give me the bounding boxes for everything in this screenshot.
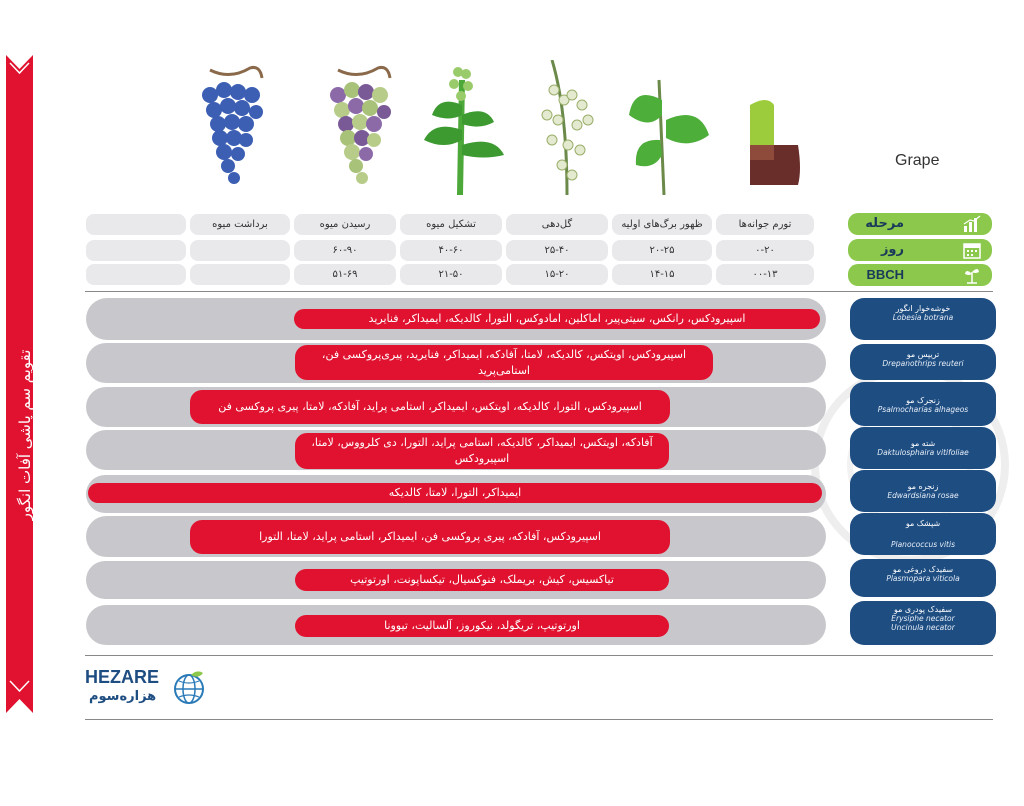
stage-cell-empty — [86, 214, 186, 235]
pest-name-latin: Erysiphe necator — [891, 614, 955, 623]
bbch-header-label: BBCH — [866, 267, 904, 282]
pest-card: شته مو Daktulosphaira vitifoliae — [850, 427, 996, 469]
pest-name-fa: شپشک مو — [905, 519, 941, 528]
grape-ripening-icon — [318, 60, 418, 195]
leaf-emergence-icon — [624, 60, 724, 196]
stage-cell: تشکیل میوه — [400, 214, 502, 235]
pest-name-latin: Drepanothrips reuteri — [882, 359, 964, 368]
bbch-cell-empty — [86, 264, 186, 285]
pest-name-fa: زنجرک مو — [906, 396, 940, 405]
product-bar: آفادکه، اویتکس، ایمیداکر، کالدیکه، استام… — [295, 433, 669, 469]
day-cell: ۲۵-۴۰ — [506, 240, 608, 261]
pest-card: سفیدک پودری مو Erysiphe necator Uncinula… — [850, 601, 996, 645]
bbch-cell: ۰۰-۱۳ — [716, 264, 814, 285]
logo-persian: هزاره‌سوم — [89, 689, 157, 704]
day-cell: ۶۰-۹۰ — [294, 240, 396, 261]
product-bar: اسپیرودکس، رانکس، سیتی‌پیر، اماکلین، اما… — [294, 309, 820, 329]
logo-latin: HEZARE — [85, 667, 160, 687]
day-header-label: روز — [880, 242, 904, 257]
sprout-icon — [965, 269, 979, 284]
pest-name-fa: خوشه‌خوار انگور — [895, 304, 951, 313]
calendar-banner: تقویم سم پاشی آفات انگور — [6, 55, 34, 713]
divider — [85, 291, 993, 292]
bud-swell-icon — [742, 60, 842, 195]
divider — [85, 655, 993, 656]
day-cell: ۴۰-۶۰ — [400, 240, 502, 261]
bbch-cell: ۱۴-۱۵ — [612, 264, 712, 285]
stage-header-label: مرحله — [865, 216, 904, 231]
product-bar: اورتوتیپ، تریگولد، نیکوروز، آلسالیت، تیو… — [295, 615, 669, 637]
pest-name-fa: زنجره مو — [907, 482, 939, 491]
pest-name-latin: Edwardsiana rosae — [887, 491, 959, 500]
bar-chart-icon — [963, 215, 981, 232]
pest-name-latin: Lobesia botrana — [892, 313, 954, 322]
product-bar: ایمیداکر، التورا، لامتا، کالدیکه — [88, 483, 822, 503]
product-bar: اسپیرودکس، آفادکه، پیری پروکسی فن، ایمید… — [190, 520, 670, 554]
stage-cell: رسیدن میوه — [294, 214, 396, 235]
pest-card: زنجرک مو Psalmocharias alhageos — [850, 382, 996, 426]
pest-name-latin: Psalmocharias alhageos — [877, 405, 969, 414]
stage-header: مرحله — [848, 213, 992, 235]
banner-title: تقویم سم پاشی آفات انگور — [16, 349, 34, 521]
pest-name-latin: Daktulosphaira vitifoliae — [877, 448, 969, 457]
divider — [85, 719, 993, 720]
bbch-cell: ۵۱-۶۹ — [294, 264, 396, 285]
crop-label: Grape — [895, 152, 940, 169]
stage-cell: ظهور برگ‌های اولیه — [612, 214, 712, 235]
pest-card: تریپس مو Drepanothrips reuteri — [850, 344, 996, 380]
bbch-cell: ۱۵-۲۰ — [506, 264, 608, 285]
hezare-logo: HEZARE هزاره‌سوم — [85, 665, 210, 710]
pest-name-fa: شته مو — [910, 439, 936, 448]
bbch-cell — [190, 264, 290, 285]
flowering-icon — [522, 59, 622, 196]
pest-card: زنجره مو Edwardsiana rosae — [850, 470, 996, 512]
fruit-set-icon — [414, 60, 514, 196]
stage-cell: تورم جوانه‌ها — [716, 214, 814, 235]
product-bar: اسپیرودکس، اویتکس، کالدیکه، لامتا، آفادک… — [295, 345, 713, 380]
grape-harvest-icon — [190, 60, 290, 195]
pest-name-fa: سفیدک دروغی مو — [892, 565, 954, 574]
day-cell: ۰-۲۰ — [716, 240, 814, 261]
globe-icon — [174, 671, 204, 704]
bbch-header: BBCH — [848, 264, 992, 286]
day-cell — [190, 240, 290, 261]
calendar-icon — [963, 243, 981, 259]
product-bar: تیاکسیس، کیش، بریملک، فنوکسیال، تیکسا‌پو… — [295, 569, 669, 591]
day-header: روز — [848, 239, 992, 261]
stage-cell: برداشت میوه — [190, 214, 290, 235]
product-bar: اسپیرودکس، التورا، کالدیکه، اویتکس، ایمی… — [190, 390, 670, 424]
day-cell-empty — [86, 240, 186, 261]
bbch-cell: ۲۱-۵۰ — [400, 264, 502, 285]
pest-card: سفیدک دروغی مو Plasmopara viticola — [850, 559, 996, 597]
day-cell: ۲۰-۲۵ — [612, 240, 712, 261]
stage-cell: گل‌دهی — [506, 214, 608, 235]
pest-card: خوشه‌خوار انگور Lobesia botrana — [850, 298, 996, 340]
pest-name-fa: سفیدک پودری مو — [893, 605, 953, 614]
pest-name-latin: Plasmopara viticola — [886, 574, 960, 583]
pest-name-fa: تریپس مو — [906, 350, 940, 359]
pest-card: شپشک مو Planococcus vitis — [850, 513, 996, 555]
pest-name-latin-alt: Uncinula necator — [891, 623, 955, 632]
pest-name-latin: Planococcus vitis — [890, 540, 955, 549]
